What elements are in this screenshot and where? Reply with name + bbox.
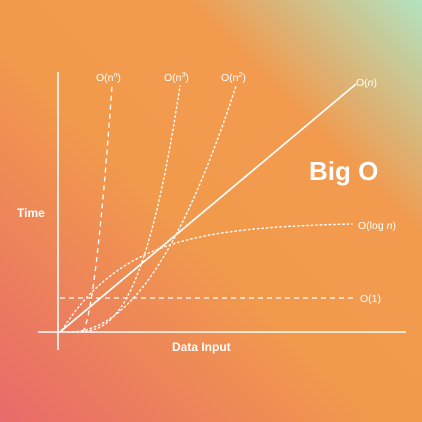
series-line-o-n	[60, 84, 356, 332]
series-label-o-n-3: O(n3)	[164, 72, 189, 84]
chart-title: Big O	[309, 156, 378, 186]
series-line-o-n-2	[68, 86, 236, 332]
series-label-o-n-2: O(n2)	[221, 72, 246, 84]
y-axis-label: Time	[17, 206, 45, 220]
series-line-o-n-3	[72, 86, 180, 332]
series-label-o-log-n: O(log n)	[358, 220, 396, 232]
x-axis-label: Data Input	[172, 340, 231, 354]
series-label-o-n-n: O(nn)	[96, 72, 121, 84]
series-label-o-1: O(1)	[360, 293, 381, 305]
series-label-o-n: O(n)	[356, 77, 377, 89]
series-line-o-log-n	[62, 224, 352, 330]
series-line-o-n-n	[82, 86, 112, 332]
